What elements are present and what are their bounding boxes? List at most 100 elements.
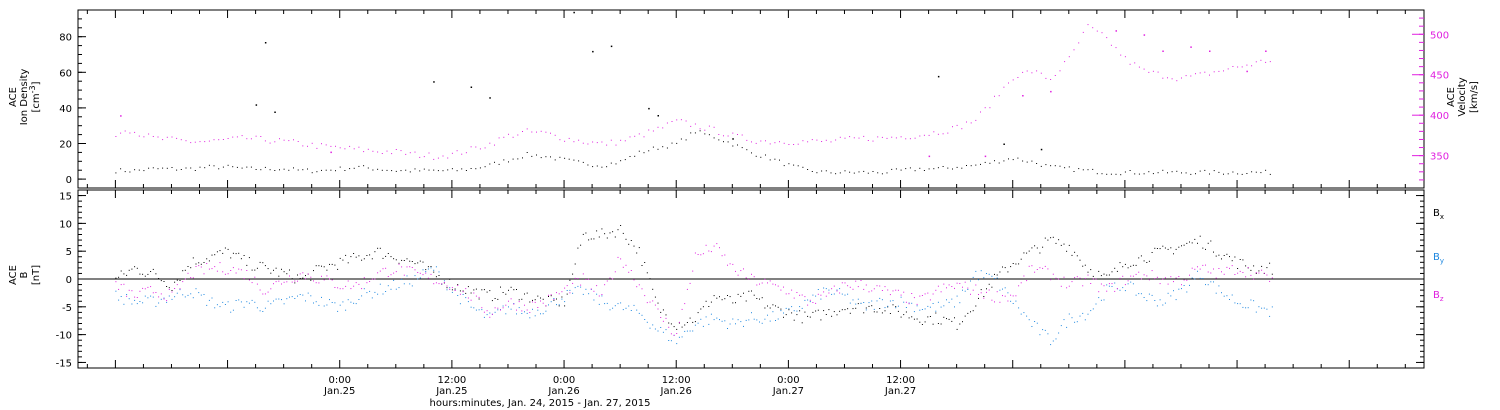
velocity-point xyxy=(966,121,967,123)
by-point xyxy=(211,297,213,299)
bz-point xyxy=(227,273,229,275)
bz-point xyxy=(879,285,881,287)
velocity-point xyxy=(578,139,580,141)
density-point xyxy=(475,168,477,170)
by-point xyxy=(873,308,875,310)
bx-point xyxy=(134,266,136,268)
bx-point xyxy=(729,296,731,298)
bz-point xyxy=(892,290,894,292)
velocity-point xyxy=(905,138,907,140)
bz-point xyxy=(745,277,747,279)
by-point xyxy=(198,292,200,294)
bz-point xyxy=(700,254,702,256)
by-point xyxy=(964,290,966,292)
velocity-point xyxy=(895,137,897,139)
bz-point xyxy=(318,282,320,284)
velocity-point xyxy=(1078,42,1080,44)
bz-point xyxy=(262,293,264,295)
density-point xyxy=(783,165,785,167)
velocity-point xyxy=(433,158,435,160)
bz-point xyxy=(168,289,170,290)
velocity-point xyxy=(1223,70,1224,72)
by-point xyxy=(230,311,232,313)
bz-point xyxy=(956,282,958,284)
bx-point xyxy=(1253,265,1255,267)
by-point xyxy=(654,328,656,330)
velocity-point xyxy=(208,140,210,142)
by-point xyxy=(1111,286,1113,287)
bx-point xyxy=(727,295,728,296)
velocity-outlier xyxy=(1162,50,1164,52)
bx-point xyxy=(433,271,435,273)
by-point xyxy=(1154,300,1156,301)
by-point xyxy=(585,288,587,290)
bx-point xyxy=(799,310,801,312)
by-point xyxy=(438,271,440,273)
by-point xyxy=(865,309,867,311)
bz-point xyxy=(954,287,955,289)
bx-point xyxy=(262,262,264,264)
by-point xyxy=(815,295,817,297)
bx-point xyxy=(446,287,448,289)
bz-point xyxy=(927,292,929,294)
by-point xyxy=(569,289,571,291)
bx-point xyxy=(737,293,739,295)
bx-point xyxy=(1143,260,1145,262)
density-point xyxy=(199,166,201,168)
bz-point xyxy=(1218,268,1220,269)
bx-point xyxy=(182,270,184,272)
density-point xyxy=(176,169,178,171)
bx-point xyxy=(179,280,181,281)
bz-point xyxy=(697,254,699,255)
bx-point xyxy=(264,265,266,267)
bz-point xyxy=(1266,274,1268,276)
by-point xyxy=(369,290,371,292)
bx-point xyxy=(382,257,384,259)
bz-point xyxy=(1231,265,1233,267)
bx-point xyxy=(1140,255,1142,257)
density-point xyxy=(1185,172,1187,174)
bx-point xyxy=(617,229,619,231)
by-point xyxy=(604,303,606,305)
bz-point xyxy=(857,286,859,288)
density-point xyxy=(1227,173,1229,175)
by-point xyxy=(1007,292,1009,294)
axis-title-line: ACE xyxy=(8,87,19,107)
bz-point xyxy=(171,291,173,293)
by-point xyxy=(532,308,533,310)
by-point xyxy=(329,299,330,301)
velocity-point xyxy=(708,125,710,127)
by-point xyxy=(1068,313,1070,315)
by-point xyxy=(871,300,873,302)
by-point xyxy=(660,327,662,328)
density-point xyxy=(1008,158,1009,160)
bx-point xyxy=(206,258,208,260)
bz-point xyxy=(502,307,504,309)
bx-point xyxy=(128,269,130,271)
bx-point xyxy=(1100,275,1102,277)
bx-point xyxy=(916,318,918,320)
velocity-outlier xyxy=(1115,30,1117,32)
bz-point xyxy=(1261,269,1263,271)
velocity-point xyxy=(166,136,168,138)
bx-point xyxy=(646,272,648,274)
density-point xyxy=(947,167,949,169)
bx-point xyxy=(1036,247,1038,249)
by-point xyxy=(1186,291,1188,293)
density-point xyxy=(966,165,967,166)
bz-point xyxy=(329,278,330,280)
bz-point xyxy=(678,321,680,323)
density-point xyxy=(1232,171,1234,173)
bz-point xyxy=(211,268,213,270)
bz-point xyxy=(670,333,672,335)
by-point xyxy=(769,320,771,322)
by-point xyxy=(625,307,627,309)
bz-point xyxy=(1042,267,1044,269)
by-point xyxy=(310,295,312,297)
bx-point xyxy=(1218,254,1220,256)
bx-point xyxy=(294,282,296,284)
bz-point xyxy=(120,284,122,286)
bx-point xyxy=(537,295,539,297)
bz-point xyxy=(601,294,603,295)
bz-point xyxy=(665,317,667,319)
